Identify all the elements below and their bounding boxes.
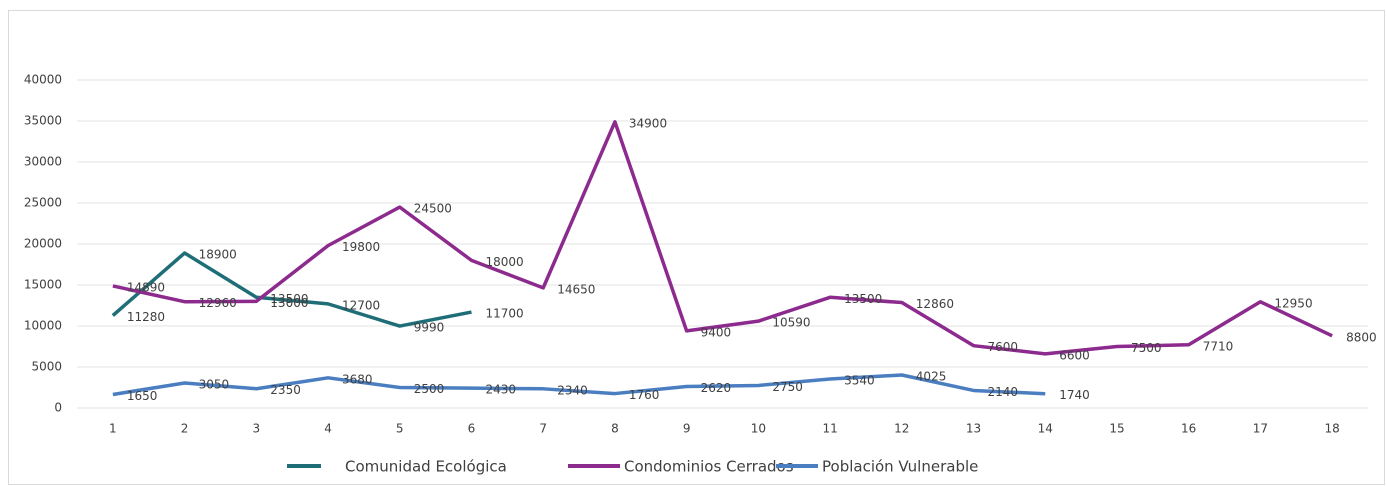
x-tick-label: 8	[611, 422, 619, 436]
legend-label: Población Vulnerable	[822, 458, 978, 476]
data-label: 2500	[414, 382, 445, 396]
x-tick-label: 14	[1038, 422, 1053, 436]
series-line	[112, 373, 1046, 397]
data-label: 12700	[342, 298, 380, 312]
data-label: 13500	[270, 292, 308, 306]
data-label: 13500	[844, 292, 882, 306]
data-label: 3050	[199, 377, 230, 391]
x-tick-label: 3	[252, 422, 260, 436]
y-tick-label: 25000	[24, 196, 62, 210]
x-tick-label: 6	[468, 422, 476, 436]
legend-label: Comunidad Ecológica	[345, 458, 507, 476]
data-label: 34900	[629, 116, 667, 130]
data-label: 12960	[199, 296, 237, 310]
data-label: 14650	[557, 282, 595, 296]
data-label: 11700	[485, 307, 523, 321]
data-label: 11280	[127, 310, 165, 324]
x-tick-label: 9	[683, 422, 691, 436]
y-tick-label: 30000	[24, 155, 62, 169]
x-tick-label: 13	[966, 422, 981, 436]
data-label: 13000	[270, 296, 308, 310]
x-tick-label: 11	[822, 422, 837, 436]
y-tick-label: 15000	[24, 278, 62, 292]
data-label: 19800	[342, 240, 380, 254]
legend-label: Condominios Cerrados	[624, 458, 794, 476]
x-tick-label: 2	[181, 422, 189, 436]
y-tick-label: 40000	[24, 73, 62, 87]
y-tick-label: 0	[54, 401, 62, 415]
x-tick-label: 15	[1109, 422, 1124, 436]
x-tick-label: 7	[539, 422, 547, 436]
data-label: 8800	[1346, 330, 1377, 344]
x-tick-label: 18	[1324, 422, 1339, 436]
data-label: 2140	[988, 385, 1019, 399]
y-tick-label: 5000	[31, 360, 62, 374]
series-line	[111, 251, 472, 328]
data-label: 1650	[127, 389, 158, 403]
data-label: 2340	[557, 383, 588, 397]
data-label: 2430	[485, 383, 516, 397]
data-label: 2350	[270, 383, 301, 397]
data-label: 9400	[701, 325, 732, 339]
data-label: 14890	[127, 280, 165, 294]
data-label: 1740	[1059, 388, 1090, 402]
data-label: 4025	[916, 369, 947, 383]
x-tick-label: 17	[1253, 422, 1268, 436]
data-label: 18000	[485, 255, 523, 269]
data-label: 10590	[772, 316, 810, 330]
x-tick-label: 16	[1181, 422, 1196, 436]
x-tick-label: 1	[109, 422, 117, 436]
x-tick-label: 4	[324, 422, 332, 436]
y-tick-label: 35000	[24, 114, 62, 128]
data-label: 2620	[701, 381, 732, 395]
x-tick-label: 5	[396, 422, 404, 436]
data-label: 7710	[1203, 339, 1234, 353]
data-label: 7600	[988, 340, 1019, 354]
data-label: 3680	[342, 372, 373, 386]
chart-border	[8, 10, 1385, 485]
data-label: 6600	[1059, 348, 1090, 362]
data-label: 7500	[1131, 341, 1162, 355]
data-label: 2750	[772, 380, 803, 394]
data-label: 3540	[844, 373, 875, 387]
x-tick-label: 12	[894, 422, 909, 436]
series-line	[112, 120, 1333, 356]
x-tick-label: 10	[751, 422, 766, 436]
data-label: 12860	[916, 297, 954, 311]
data-label: 9990	[414, 321, 445, 335]
y-tick-label: 20000	[24, 237, 62, 251]
data-label: 24500	[414, 202, 452, 216]
data-label: 1760	[629, 388, 660, 402]
data-label: 18900	[199, 248, 237, 262]
data-label: 12950	[1274, 296, 1312, 310]
y-tick-label: 10000	[24, 319, 62, 333]
